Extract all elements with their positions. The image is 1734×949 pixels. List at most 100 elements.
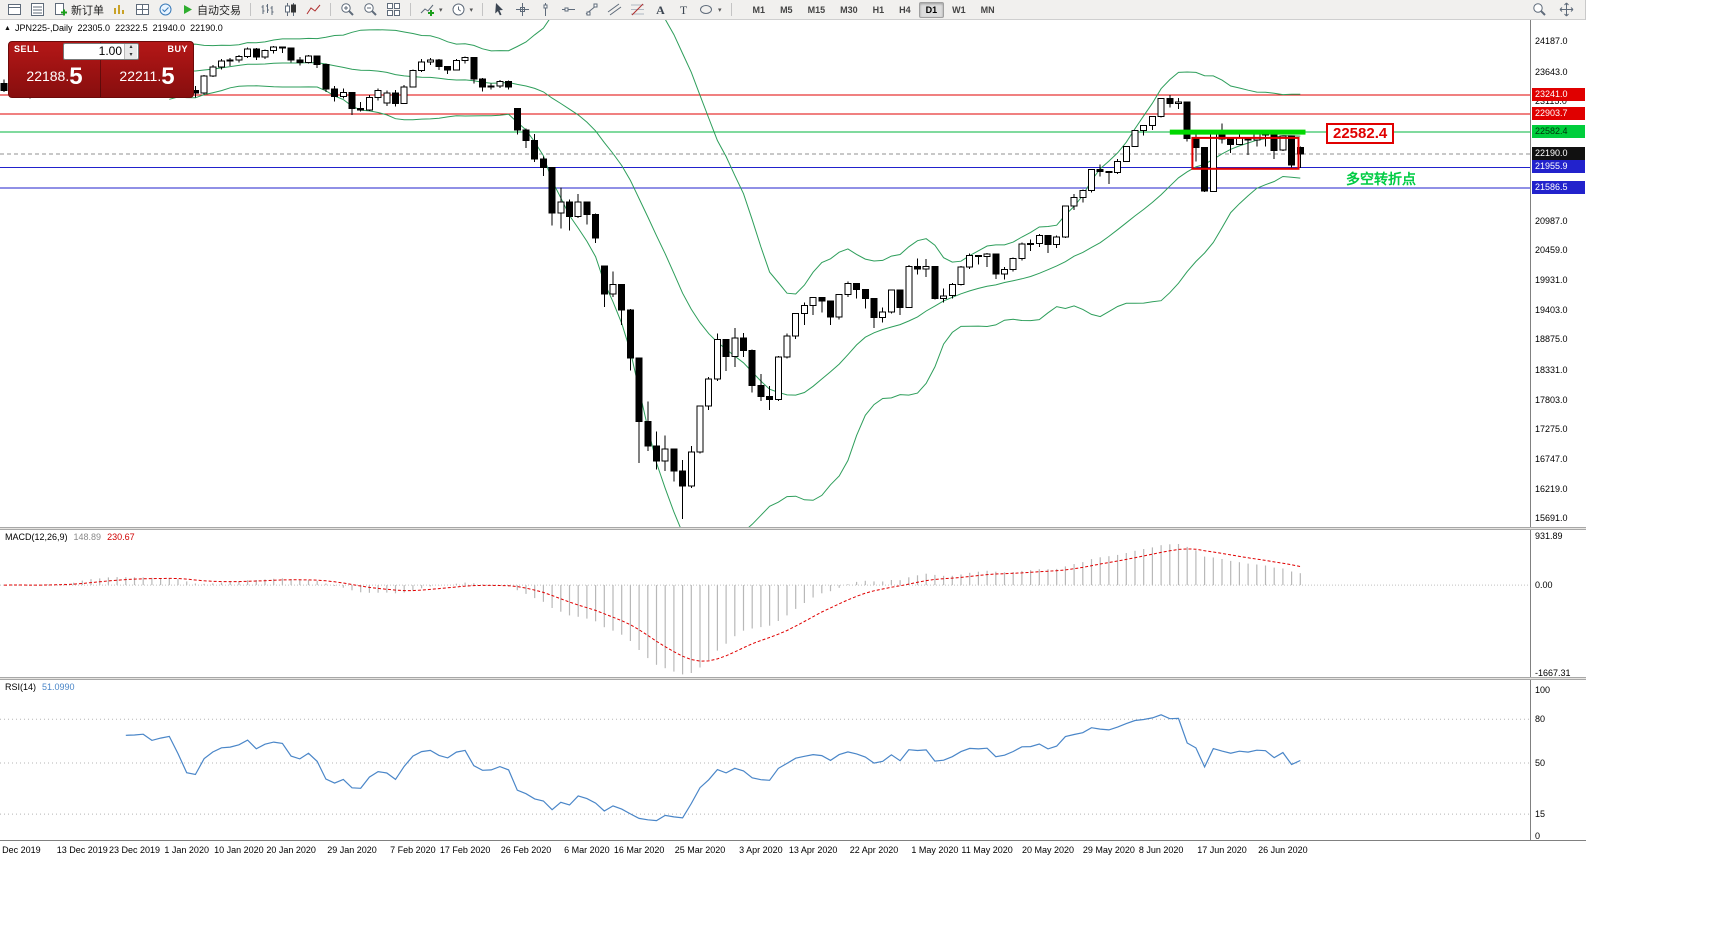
macd-axis-label: 931.89 <box>1535 531 1563 541</box>
rsi-axis-label: 100 <box>1535 685 1551 695</box>
autotrade-button[interactable]: 自动交易 <box>178 1 244 19</box>
price-tick-label: 16219.0 <box>1535 483 1568 494</box>
timeframe-h1[interactable]: H1 <box>872 4 885 15</box>
macd-axis-label: -1667.31 <box>1535 668 1571 678</box>
profiles-button[interactable] <box>27 1 48 19</box>
label-tool-button[interactable]: T <box>673 1 694 19</box>
volume-input[interactable]: 1.00 ▴ ▾ <box>63 43 139 60</box>
volume-down-button[interactable]: ▾ <box>124 51 137 59</box>
bar-chart-icon <box>261 4 274 15</box>
search-icon <box>1533 3 1546 16</box>
pan-icon <box>1559 2 1574 17</box>
crosshair-icon <box>516 3 530 16</box>
volume-up-button[interactable]: ▴ <box>124 44 137 52</box>
text-tool-button[interactable]: A <box>650 1 671 19</box>
macd-axis[interactable]: 931.89 0.00 -1667.31 <box>1530 530 1586 678</box>
strategy-tester-button[interactable] <box>155 1 176 19</box>
pan-button[interactable] <box>1556 1 1577 19</box>
toolbar-separator <box>330 3 331 16</box>
date-tick-label: 26 Feb 2020 <box>500 845 552 855</box>
shapes-tool-button[interactable]: ▾ <box>696 1 725 19</box>
vertical-line-tool-button[interactable] <box>535 1 556 19</box>
price-tick-label: 17275.0 <box>1535 424 1568 435</box>
timeframe-toolbar: M1 M5 M15 M30 H1 H4 D1 W1 MN <box>746 1 1002 18</box>
macd-title: MACD(12,26,9) 148.89 230.67 <box>5 532 141 542</box>
timeframe-mn[interactable]: MN <box>980 4 995 15</box>
crosshair-tool-button[interactable] <box>512 1 533 19</box>
timeframe-m15[interactable]: M15 <box>807 4 826 15</box>
search-button[interactable] <box>1529 1 1550 19</box>
date-tick-label: Dec 2019 <box>2 845 41 855</box>
rsi-panel[interactable]: RSI(14) 51.0990 <box>0 680 1530 840</box>
toolbar-separator <box>410 3 411 16</box>
price-badge: 22582.4 <box>1532 125 1585 139</box>
fibonacci-tool-button[interactable] <box>627 1 648 19</box>
date-tick-label: 11 May 2020 <box>961 845 1013 855</box>
date-tick-label: 17 Feb 2020 <box>439 845 491 855</box>
sell-label: SELL <box>14 44 40 54</box>
indicators-button[interactable]: ▾ <box>417 1 446 19</box>
chevron-down-icon: ▾ <box>718 6 722 14</box>
rsi-axis[interactable]: 100 80 50 15 0 <box>1530 680 1586 841</box>
one-click-trading-toggle[interactable]: ▲ <box>4 25 11 32</box>
high-value: 22322.5 <box>115 23 148 33</box>
sell-price: 22188.5 <box>26 63 83 90</box>
timeframe-d1[interactable]: D1 <box>918 1 945 18</box>
date-tick-label: 22 Apr 2020 <box>849 845 899 855</box>
toolbar-separator <box>482 3 484 16</box>
buy-button[interactable]: BUY 22211.5 <box>101 42 193 97</box>
toolbar-separator <box>730 3 732 16</box>
panel-separator[interactable] <box>0 677 1586 680</box>
timeframe-h4[interactable]: H4 <box>899 4 911 15</box>
zoom-in-button[interactable] <box>337 1 358 19</box>
candlestick-mode-button[interactable] <box>280 1 301 19</box>
date-tick-label: 23 Dec 2019 <box>108 845 161 855</box>
timeframe-w1[interactable]: W1 <box>952 4 966 15</box>
clock-icon <box>452 3 465 16</box>
cursor-tool-button[interactable] <box>489 1 510 19</box>
main-chart-panel[interactable] <box>0 20 1530 527</box>
buy-price: 22211.5 <box>119 63 175 90</box>
price-tick-label: 23643.0 <box>1535 66 1568 77</box>
tile-windows-button[interactable] <box>383 1 404 19</box>
timeframe-m5[interactable]: M5 <box>780 4 793 15</box>
price-badge: 21955.9 <box>1532 160 1585 174</box>
horizontal-line-tool-button[interactable] <box>558 1 579 19</box>
sell-button[interactable]: SELL 22188.5 <box>9 42 101 97</box>
new-order-icon <box>55 3 67 16</box>
date-axis[interactable]: Dec 2019 13 Dec 2019 23 Dec 2019 1 Jan 2020… <box>0 840 1586 860</box>
timeframe-m1[interactable]: M1 <box>752 4 766 15</box>
price-axis[interactable]: 24187.0 23643.0 23115.0 20987.0 20459.0 19931… <box>1530 20 1586 527</box>
date-tick-label: 13 Apr 2020 <box>788 845 838 855</box>
macd-panel[interactable]: MACD(12,26,9) 148.89 230.67 <box>0 530 1530 677</box>
tile-windows-icon <box>387 3 400 16</box>
one-click-trading-panel: SELL 22188.5 BUY 22211.5 1.00 ▴ ▾ <box>8 41 194 98</box>
shapes-icon <box>700 5 713 14</box>
rsi-axis-label: 0 <box>1535 831 1541 841</box>
timeframe-m30[interactable]: M30 <box>840 4 858 15</box>
new-chart-button[interactable] <box>4 1 25 19</box>
price-badge: 22903.7 <box>1532 107 1585 121</box>
bar-chart-mode-button[interactable] <box>257 1 278 19</box>
date-tick-label: 1 May 2020 <box>911 845 959 855</box>
trendline-icon <box>585 3 598 16</box>
zoom-out-button[interactable] <box>360 1 381 19</box>
macd-signal-value: 230.67 <box>107 532 135 542</box>
chevron-down-icon: ▾ <box>469 6 474 14</box>
trendline-tool-button[interactable] <box>581 1 602 19</box>
date-tick-label: 25 Mar 2020 <box>674 845 726 855</box>
date-tick-label: 20 Jan 2020 <box>266 845 316 855</box>
market-watch-button[interactable] <box>109 1 130 19</box>
periods-button[interactable]: ▾ <box>448 1 477 19</box>
price-tick-label: 19931.0 <box>1535 275 1568 286</box>
line-chart-mode-button[interactable] <box>303 1 324 19</box>
data-window-button[interactable] <box>132 1 153 19</box>
new-order-button[interactable]: 新订单 <box>50 1 107 19</box>
price-tick-label: 18331.0 <box>1535 364 1568 375</box>
channel-tool-button[interactable] <box>604 1 625 19</box>
panel-separator[interactable] <box>0 527 1586 530</box>
cursor-icon <box>495 3 504 16</box>
date-tick-label: 13 Dec 2019 <box>56 845 108 855</box>
date-tick-label: 8 Jun 2020 <box>1138 845 1184 855</box>
date-tick-label: 3 Apr 2020 <box>739 845 783 855</box>
